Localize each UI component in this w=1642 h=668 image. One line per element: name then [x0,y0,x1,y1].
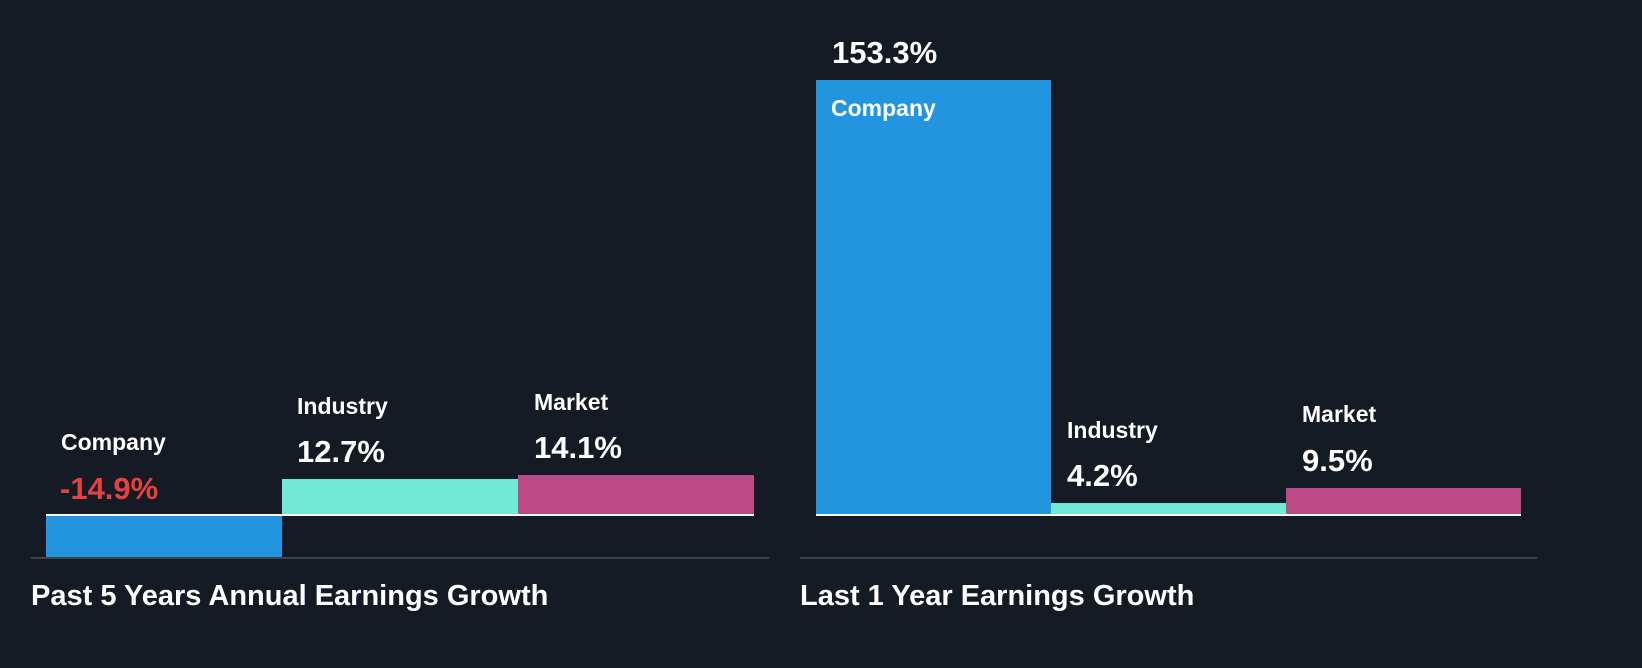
label-market: Market [534,389,609,415]
bar-industry [1051,503,1286,514]
value-market: 14.1% [534,430,622,465]
chart-title-right: Last 1 Year Earnings Growth [800,580,1195,612]
bar-market [1286,488,1521,514]
value-industry: 12.7% [297,434,385,469]
chart-title-left: Past 5 Years Annual Earnings Growth [31,580,549,612]
x-axis-line [800,557,1537,559]
label-market: Market [1302,401,1377,427]
zero-baseline [816,514,1521,516]
value-industry: 4.2% [1067,458,1138,493]
bar-market [518,475,754,514]
label-company: Company [831,95,936,121]
bar-industry [282,479,518,514]
value-company: 153.3% [832,35,938,70]
value-market: 9.5% [1302,443,1373,478]
label-company: Company [61,429,166,455]
zero-baseline [46,514,754,516]
x-axis-line [31,557,769,559]
bar-company [46,516,282,558]
label-industry: Industry [297,393,388,419]
bar-company [816,80,1051,514]
value-company: -14.9% [60,471,159,506]
label-industry: Industry [1067,417,1158,443]
